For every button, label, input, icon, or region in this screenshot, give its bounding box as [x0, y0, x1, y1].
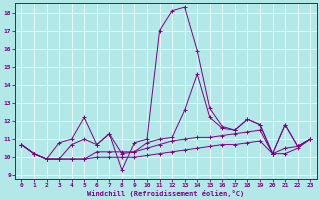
X-axis label: Windchill (Refroidissement éolien,°C): Windchill (Refroidissement éolien,°C): [87, 190, 244, 197]
